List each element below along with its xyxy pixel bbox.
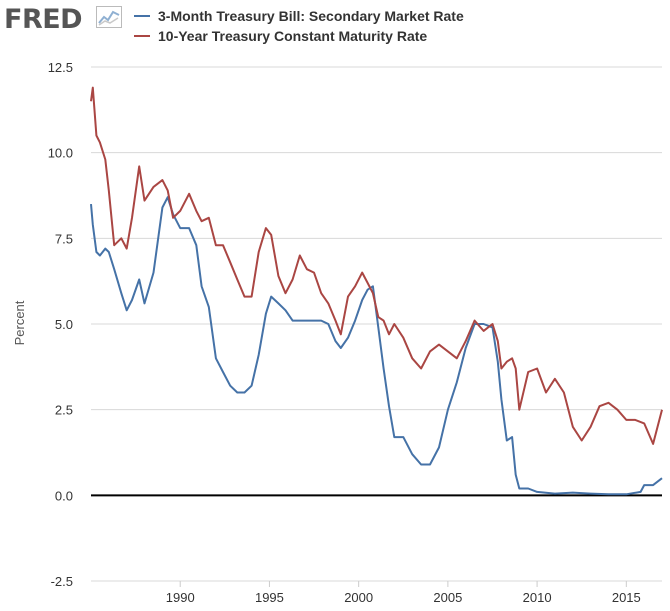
x-axis-ticks: 1990 1995 2000 2005 2010 2015 — [166, 581, 641, 605]
legend-item-note[interactable]: 10-Year Treasury Constant Maturity Rate — [134, 26, 464, 46]
series-line-note[interactable] — [90, 86, 663, 445]
x-tick-label: 2000 — [344, 590, 373, 605]
x-tick-label: 2015 — [612, 590, 641, 605]
x-tick-label: 2010 — [523, 590, 552, 605]
y-tick-label: -2.5 — [51, 574, 73, 589]
chart-header: FRED 3-Month Treasury Bill: Secondary Ma… — [0, 0, 670, 52]
line-chart-icon — [96, 6, 122, 28]
y-tick-label: 12.5 — [48, 60, 73, 75]
legend-swatch-bill — [134, 15, 150, 17]
x-tick-label: 1990 — [166, 590, 195, 605]
line-chart: -2.5 0.0 2.5 5.0 7.5 10.0 12.5 1990 1995 2000 200… — [12, 60, 663, 605]
y-tick-label: 0.0 — [55, 488, 73, 503]
y-tick-label: 7.5 — [55, 231, 73, 246]
y-tick-label: 2.5 — [55, 403, 73, 418]
legend-swatch-note — [134, 35, 150, 37]
grid-lines — [91, 66, 662, 582]
x-tick-label: 2005 — [433, 590, 462, 605]
y-tick-label: 5.0 — [55, 317, 73, 332]
series-line-bill[interactable] — [90, 196, 663, 496]
x-tick-label: 1995 — [255, 590, 284, 605]
legend-label-bill: 3-Month Treasury Bill: Secondary Market … — [158, 8, 464, 24]
y-tick-label: 10.0 — [48, 146, 73, 161]
legend-item-bill[interactable]: 3-Month Treasury Bill: Secondary Market … — [134, 6, 464, 26]
y-axis-ticks: -2.5 0.0 2.5 5.0 7.5 10.0 12.5 — [48, 60, 73, 589]
legend: 3-Month Treasury Bill: Secondary Market … — [134, 6, 464, 46]
series-lines — [90, 86, 663, 496]
fred-logo[interactable]: FRED — [4, 4, 83, 35]
legend-label-note: 10-Year Treasury Constant Maturity Rate — [158, 28, 428, 44]
y-axis-label: Percent — [12, 300, 27, 345]
